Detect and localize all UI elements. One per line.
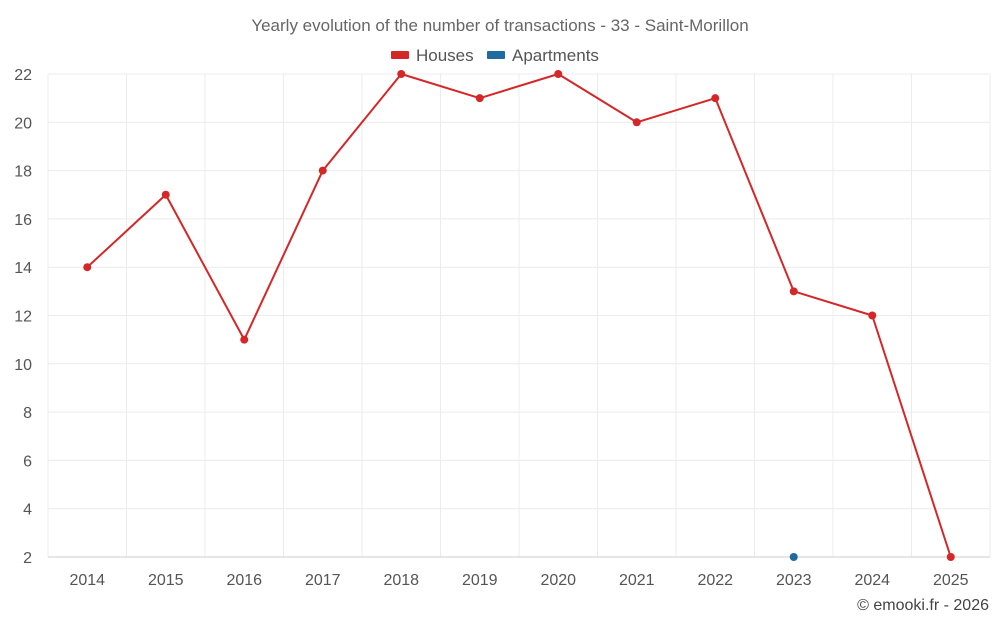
legend-swatch-houses: [391, 51, 409, 59]
x-tick-label: 2025: [933, 572, 969, 589]
y-tick-label: 22: [14, 67, 32, 84]
y-tick-label: 20: [14, 115, 32, 132]
legend-item-houses[interactable]: Houses: [391, 46, 474, 65]
data-point-houses[interactable]: [554, 70, 563, 78]
data-point-apartments[interactable]: [789, 553, 798, 561]
legend-swatch-apartments: [487, 51, 505, 59]
legend[interactable]: Houses Apartments: [391, 46, 599, 65]
data-point-houses[interactable]: [318, 166, 327, 175]
x-tick-label: 2020: [540, 572, 576, 589]
legend-item-apartments[interactable]: Apartments: [487, 46, 599, 65]
y-tick-label: 6: [23, 453, 32, 470]
y-tick-label: 2: [23, 550, 32, 567]
data-point-houses[interactable]: [397, 70, 406, 78]
credit-text: © emooki.fr - 2026: [857, 597, 989, 614]
grid: [47, 73, 991, 557]
series-houses: [83, 70, 955, 561]
x-tick-label: 2022: [697, 572, 733, 589]
data-point-houses[interactable]: [161, 190, 170, 199]
data-point-houses[interactable]: [789, 287, 798, 296]
y-tick-label: 4: [23, 502, 32, 519]
data-point-houses[interactable]: [868, 311, 877, 320]
x-tick-label: 2017: [305, 572, 341, 589]
y-tick-label: 16: [14, 212, 32, 229]
x-tick-label: 2015: [148, 572, 184, 589]
series-line-houses: [86, 73, 952, 558]
x-tick-label: 2014: [69, 572, 105, 589]
chart-title: Yearly evolution of the number of transa…: [251, 16, 748, 35]
legend-label-houses: Houses: [416, 46, 474, 65]
y-tick-label: 12: [14, 309, 32, 326]
legend-label-apartments: Apartments: [512, 46, 599, 65]
y-tick-label: 10: [14, 357, 32, 374]
series-layer: [83, 70, 955, 561]
data-point-houses[interactable]: [83, 263, 92, 272]
x-tick-label: 2023: [776, 572, 812, 589]
data-point-houses[interactable]: [946, 553, 955, 561]
y-tick-label: 14: [14, 260, 32, 277]
data-point-houses[interactable]: [240, 335, 249, 344]
x-tick-label: 2018: [383, 572, 419, 589]
x-tick-label: 2021: [619, 572, 655, 589]
x-tick-label: 2019: [462, 572, 498, 589]
data-point-houses[interactable]: [475, 94, 484, 103]
x-tick-label: 2024: [854, 572, 890, 589]
x-tick-label: 2016: [226, 572, 262, 589]
data-point-houses[interactable]: [711, 94, 720, 103]
data-point-houses[interactable]: [632, 118, 641, 127]
y-tick-label: 18: [14, 164, 32, 181]
y-tick-label: 8: [23, 405, 32, 422]
series-apartments: [789, 553, 798, 561]
